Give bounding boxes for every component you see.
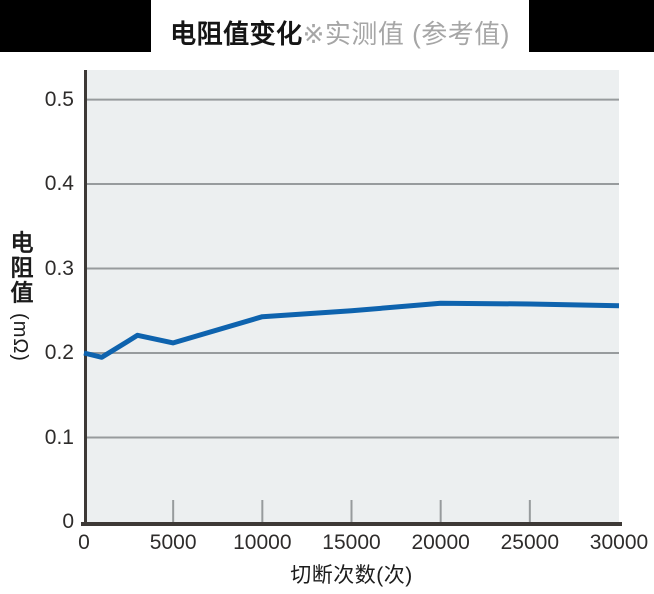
x-tick-label: 0 <box>78 531 90 554</box>
y-tick-label: 0.1 <box>44 425 74 449</box>
y-tick-label: 0.5 <box>44 87 74 111</box>
line-plot <box>81 70 622 526</box>
x-tick-label: 25000 <box>500 531 560 554</box>
x-tick-label: 5000 <box>149 531 197 554</box>
x-tick-label: 20000 <box>411 531 470 554</box>
y-tick-label: 0.2 <box>44 341 74 365</box>
plot-area <box>81 70 622 526</box>
y-axis-title-unit: (mΩ) <box>9 313 31 362</box>
x-tick-label: 15000 <box>322 531 381 554</box>
chart-title-main: 电阻值变化 <box>170 18 303 49</box>
chart-title-note: ※实测值 (参考值) <box>302 18 510 49</box>
y-tick-label: 0.4 <box>44 172 74 196</box>
y-axis-title: 电阻值 (mΩ) <box>6 230 34 362</box>
x-tick-label: 10000 <box>233 531 292 554</box>
x-tick-label: 30000 <box>589 531 649 554</box>
chart-title: 电阻值变化 ※实测值 (参考值) <box>151 0 529 64</box>
y-axis-title-text: 电阻值 <box>7 230 33 306</box>
x-axis-title: 切断次数(次) <box>290 564 413 587</box>
y-tick-label: 0.3 <box>44 256 74 280</box>
y-tick-label: 0 <box>62 510 74 533</box>
